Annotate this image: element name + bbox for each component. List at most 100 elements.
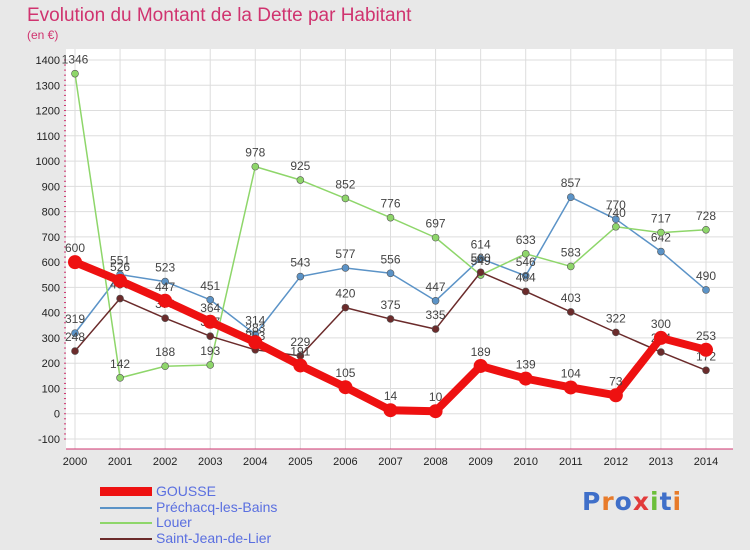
data-label: 642	[651, 231, 671, 245]
x-tick-label: 2009	[468, 456, 492, 468]
data-label: 633	[516, 233, 536, 247]
data-point	[431, 325, 440, 333]
x-tick-label: 2003	[198, 456, 222, 468]
logo-letter: P	[582, 487, 602, 516]
data-label: 560	[471, 251, 491, 265]
data-point	[702, 286, 710, 294]
y-tick-label: -100	[38, 434, 60, 446]
data-point	[566, 308, 575, 316]
x-tick-label: 2012	[604, 456, 628, 468]
x-tick-label: 2007	[378, 456, 402, 468]
logo-letter: r	[601, 487, 615, 516]
y-tick-label: 100	[42, 383, 60, 395]
data-label: 420	[335, 287, 355, 301]
legend-swatch	[100, 522, 152, 524]
y-tick-label: 300	[42, 333, 60, 345]
data-point	[657, 348, 665, 356]
data-label: 300	[651, 317, 671, 331]
legend-label: Préchacq-les-Bains	[156, 498, 278, 515]
y-tick-label: 600	[42, 257, 60, 269]
data-point	[383, 403, 398, 418]
data-label: 375	[380, 298, 400, 312]
y-tick-label: 1400	[36, 55, 60, 67]
y-tick-label: 700	[42, 232, 60, 244]
data-label: 191	[290, 344, 310, 358]
x-tick-label: 2006	[333, 456, 357, 468]
data-label: 142	[110, 357, 130, 371]
x-tick-label: 2008	[423, 456, 447, 468]
data-point	[521, 287, 530, 296]
legend-label: Louer	[156, 514, 192, 530]
data-point	[699, 342, 713, 357]
logo-letter: t	[659, 487, 673, 516]
y-tick-label: 500	[42, 282, 60, 294]
data-point	[657, 228, 665, 237]
x-tick-label: 2013	[649, 456, 673, 468]
data-label: 925	[290, 159, 310, 173]
data-label: 770	[606, 198, 626, 212]
data-point	[341, 194, 350, 203]
data-point	[293, 358, 308, 373]
data-point	[71, 347, 79, 355]
x-tick-label: 2010	[513, 456, 537, 468]
data-point	[248, 335, 263, 350]
data-point	[428, 404, 443, 419]
data-point	[341, 264, 350, 272]
chart-unit: (en €)	[27, 28, 59, 42]
data-label: 857	[561, 176, 581, 190]
data-point	[203, 314, 218, 329]
data-label: 193	[200, 344, 220, 358]
data-point	[206, 295, 215, 304]
data-label: 978	[245, 146, 265, 160]
legend-swatch	[100, 487, 152, 496]
data-label: 546	[516, 255, 536, 269]
data-point	[612, 215, 620, 223]
plot-area	[66, 49, 733, 449]
data-label: 104	[561, 366, 581, 380]
data-label: 248	[65, 330, 85, 344]
data-point	[296, 176, 305, 184]
data-point	[702, 225, 710, 234]
y-tick-label: 1100	[36, 131, 60, 143]
data-point	[113, 273, 128, 288]
data-point	[71, 329, 79, 337]
y-tick-label: 800	[42, 207, 60, 219]
x-tick-label: 2005	[288, 456, 312, 468]
data-point	[161, 314, 169, 323]
data-label: 697	[426, 217, 446, 231]
data-label: 105	[335, 366, 355, 380]
data-label: 556	[380, 252, 400, 266]
data-point	[251, 162, 260, 171]
data-label: 188	[155, 345, 175, 359]
data-point	[612, 222, 620, 231]
data-point	[161, 277, 169, 286]
data-label: 403	[561, 291, 581, 305]
data-label: 776	[380, 197, 400, 211]
data-label: 283	[245, 321, 265, 335]
y-tick-label: 1200	[36, 106, 60, 118]
legend-label: Saint-Jean-de-Lier	[156, 529, 272, 546]
logo-letter: x	[632, 487, 650, 516]
data-label: 484	[516, 270, 536, 284]
x-tick-label: 2002	[153, 456, 177, 468]
data-label: 549	[471, 254, 491, 268]
x-tick-label: 2014	[694, 456, 718, 468]
legend-swatch	[100, 506, 152, 509]
data-label: 335	[426, 308, 446, 322]
data-label: 451	[200, 279, 220, 293]
data-point	[386, 269, 395, 278]
data-label: 490	[696, 269, 716, 283]
data-point	[476, 268, 485, 277]
y-tick-label: 1000	[36, 156, 60, 168]
data-label: 740	[606, 206, 626, 220]
x-tick-label: 2001	[108, 456, 132, 468]
data-point	[206, 361, 215, 369]
data-point	[657, 247, 665, 256]
data-label: 583	[561, 245, 581, 259]
data-label: 253	[696, 329, 716, 343]
data-label: 229	[290, 335, 310, 349]
data-label: 728	[696, 209, 716, 223]
data-point	[518, 371, 533, 386]
data-label: 717	[651, 212, 671, 226]
data-point	[431, 233, 440, 242]
